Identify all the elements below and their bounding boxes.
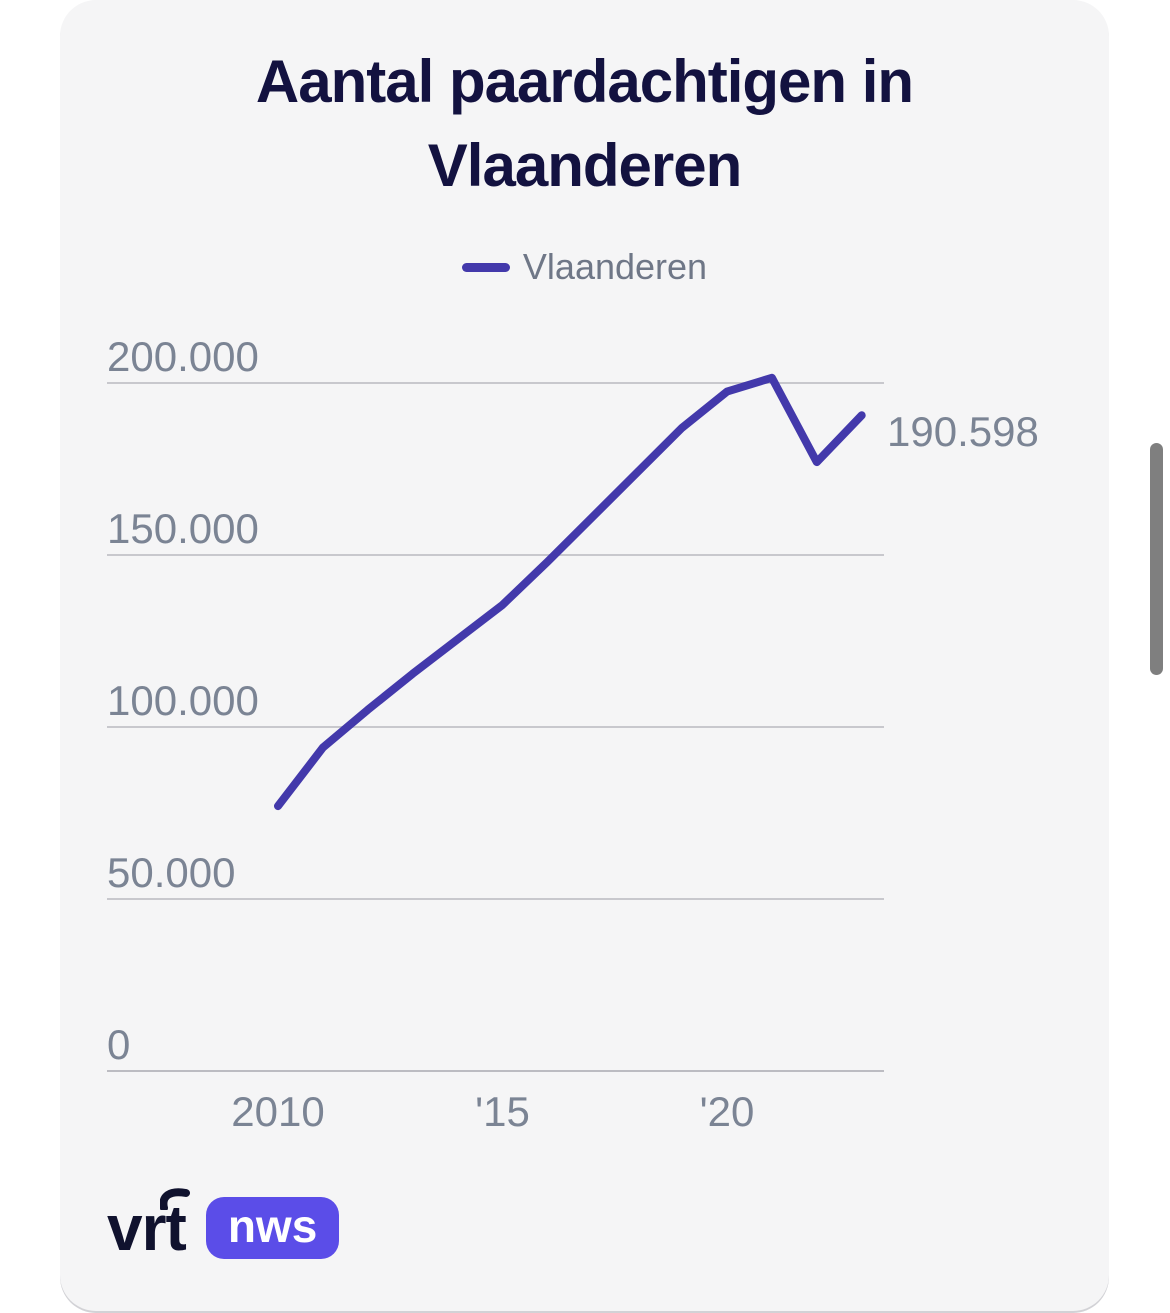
- chart-title: Aantal paardachtigen in Vlaanderen: [60, 40, 1109, 208]
- vrt-text: vrt: [107, 1192, 187, 1264]
- chart-title-line-2: Vlaanderen: [427, 132, 742, 199]
- x-axis-label-2020: '20: [700, 1088, 755, 1135]
- vrt-t-curl-icon: [159, 1188, 190, 1210]
- legend: Vlaanderen: [60, 245, 1109, 289]
- y-axis-label-200000: 200.000: [107, 333, 259, 380]
- series-line-vlaanderen: [274, 373, 866, 811]
- scrollbar-thumb[interactable]: [1150, 443, 1163, 675]
- y-axis-label-0: 0: [107, 1021, 130, 1068]
- y-axis-label-150000: 150.000: [107, 505, 259, 552]
- chart-card: Aantal paardachtigen in Vlaanderen Vlaan…: [60, 0, 1109, 1311]
- x-axis-label-2010: 2010: [231, 1088, 324, 1135]
- nws-badge: nws: [205, 1197, 340, 1259]
- vrt-nws-logo[interactable]: vrt nws: [107, 1188, 340, 1260]
- legend-line-swatch: [461, 262, 510, 272]
- x-axis-label-2015: '15: [475, 1088, 530, 1135]
- chart-title-line-1: Aantal paardachtigen in: [255, 48, 914, 115]
- vrt-wordmark: vrt: [107, 1188, 190, 1260]
- y-axis-label-100000: 100.000: [107, 677, 259, 724]
- legend-label: Vlaanderen: [522, 246, 708, 287]
- series-end-value-label: 190.598: [887, 408, 1039, 455]
- chart-canvas: 0 50.000 100.000 150.000 200.000 2010 '15 '20 19…: [107, 333, 1039, 1135]
- y-axis-label-50000: 50.000: [107, 849, 235, 896]
